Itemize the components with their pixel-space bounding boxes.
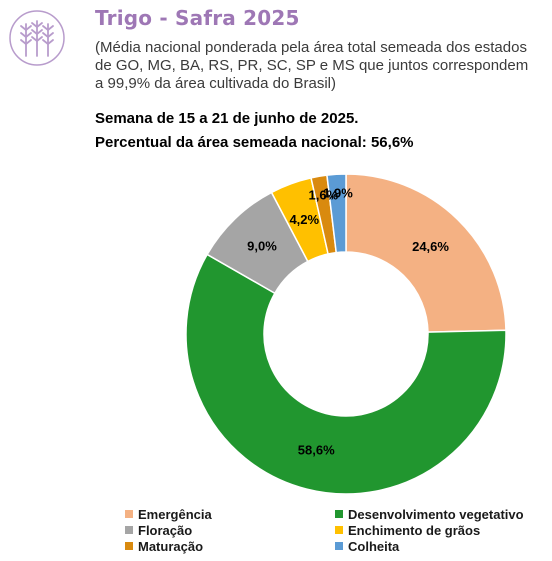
legend-label-3: Enchimento de grãos	[348, 522, 481, 538]
legend-label-1: Desenvolvimento vegetativo	[348, 506, 524, 522]
donut-chart: 24,6% 58,6% 9,0% 4,2% 1,6%1,9%	[185, 173, 507, 495]
week-label: Semana de 15 a 21 de junho de 2025.	[95, 110, 359, 127]
legend-item-1: Desenvolvimento vegetativo	[335, 506, 545, 522]
legend-swatch-3	[335, 526, 343, 534]
legend-label-0: Emergência	[138, 506, 212, 522]
legend-label-5: Colheita	[348, 538, 400, 554]
legend-label-2: Floração	[138, 522, 193, 538]
slice-label-0: 24,6%	[412, 239, 449, 254]
wheat-logo-icon	[9, 10, 65, 66]
legend-item-5: Colheita	[335, 538, 545, 554]
chart-legend: Emergência Desenvolvimento vegetativo Flor…	[125, 506, 545, 554]
slice-label-5: 1,9%	[323, 186, 353, 201]
slice-5	[326, 173, 347, 254]
legend-swatch-4	[125, 542, 133, 550]
legend-item-0: Emergência	[125, 506, 335, 522]
slice-0	[345, 173, 507, 333]
legend-swatch-0	[125, 510, 133, 518]
sown-percentage-label: Percentual da área semeada nacional: 56,…	[95, 134, 414, 151]
legend-swatch-2	[125, 526, 133, 534]
legend-item-2: Floração	[125, 522, 335, 538]
legend-swatch-1	[335, 510, 343, 518]
legend-item-4: Maturação	[125, 538, 335, 554]
slice-label-1: 58,6%	[298, 443, 335, 458]
legend-label-4: Maturação	[138, 538, 204, 554]
slice-label-4: 1,6%	[309, 187, 339, 202]
legend-swatch-5	[335, 542, 343, 550]
chart-subtitle: (Média nacional ponderada pela área tota…	[95, 39, 529, 92]
slice-label-2: 9,0%	[247, 238, 277, 253]
legend-item-3: Enchimento de grãos	[335, 522, 545, 538]
slice-1	[185, 253, 507, 495]
slice-label-3: 4,2%	[289, 212, 319, 227]
chart-title: Trigo - Safra 2025	[95, 6, 300, 30]
